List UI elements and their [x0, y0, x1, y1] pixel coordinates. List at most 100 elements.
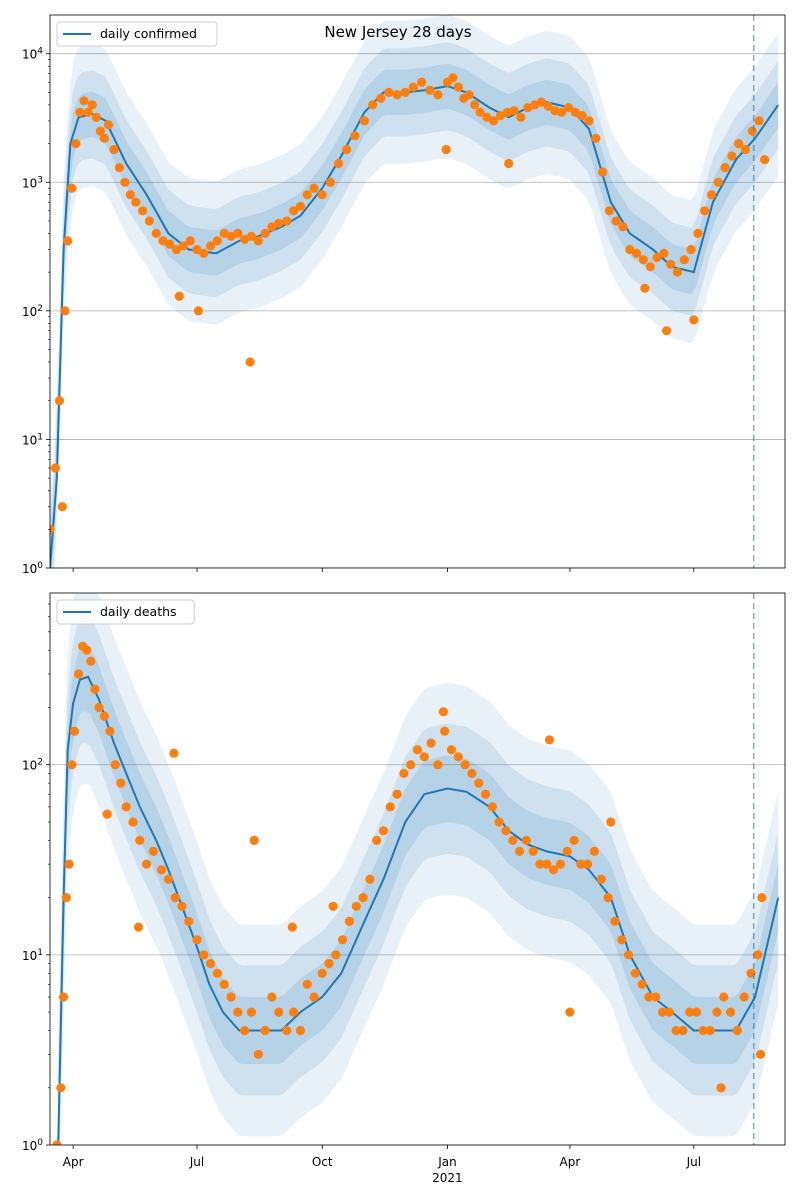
- data-point: [494, 817, 504, 827]
- data-point: [87, 100, 97, 110]
- data-point: [125, 190, 135, 200]
- x-tick-label: Jul: [189, 1155, 204, 1169]
- data-point: [240, 1025, 250, 1036]
- data-point: [732, 1025, 743, 1036]
- data-point: [598, 167, 608, 177]
- data-point: [260, 228, 270, 238]
- data-point: [334, 158, 344, 169]
- data-point: [618, 222, 628, 232]
- data-point: [246, 231, 256, 241]
- data-point: [60, 306, 70, 316]
- y-tick-label: 102: [22, 304, 43, 319]
- data-point: [482, 112, 492, 122]
- data-point: [144, 216, 154, 226]
- data-point: [142, 859, 152, 869]
- data-point: [753, 950, 763, 960]
- series-line: [50, 85, 780, 568]
- data-point: [302, 979, 312, 989]
- data-point: [135, 835, 145, 846]
- uncertainty-band: [58, 593, 779, 1145]
- data-point: [219, 979, 229, 989]
- daily-deaths-panel: 100 101 102 Apr Jul Oct Jan 2021 Apr Jul daily dea…: [22, 592, 786, 1185]
- data-point: [328, 901, 338, 911]
- data-point: [74, 669, 84, 679]
- data-point: [543, 101, 553, 111]
- x-tick-sublabel: 2021: [432, 1171, 463, 1185]
- legend-box: [56, 21, 218, 47]
- x-tick-label: Apr: [560, 1155, 581, 1169]
- data-point: [755, 1049, 766, 1059]
- data-point: [295, 201, 305, 211]
- data-point: [705, 1025, 715, 1036]
- legend: daily deaths: [56, 599, 195, 625]
- y-tick-label: 101: [22, 948, 43, 963]
- x-tick-label: Oct: [312, 1155, 333, 1169]
- data-point: [495, 111, 506, 121]
- data-point: [470, 100, 480, 110]
- data-point: [172, 244, 182, 255]
- data-point: [440, 726, 450, 736]
- data-point: [508, 835, 518, 846]
- data-point: [52, 1140, 62, 1145]
- data-point: [331, 950, 341, 960]
- data-point: [344, 916, 354, 927]
- data-point: [99, 711, 109, 721]
- data-point: [170, 893, 180, 903]
- data-point: [441, 144, 451, 155]
- data-point: [128, 817, 138, 827]
- data-point: [564, 103, 574, 113]
- data-point: [544, 735, 555, 745]
- data-point: [260, 1025, 270, 1036]
- data-point: [116, 778, 126, 788]
- data-point: [691, 1007, 702, 1017]
- data-point: [433, 760, 443, 770]
- data-point: [365, 874, 375, 884]
- data-point: [570, 107, 581, 117]
- data-point: [359, 116, 369, 126]
- data-point: [679, 255, 689, 265]
- data-point: [644, 992, 654, 1002]
- data-point: [193, 306, 203, 316]
- data-point: [504, 158, 514, 169]
- x-tick-label: Apr: [63, 1155, 84, 1169]
- data-point: [64, 859, 74, 869]
- data-point: [267, 222, 277, 232]
- data-point: [274, 1007, 284, 1017]
- data-point: [385, 802, 395, 812]
- data-point: [90, 684, 100, 694]
- data-point: [157, 865, 167, 875]
- data-point: [233, 228, 243, 238]
- data-point: [453, 752, 463, 762]
- data-point: [716, 1083, 726, 1093]
- plot-area: [50, 15, 785, 568]
- data-point: [453, 82, 463, 92]
- data-point: [192, 935, 202, 945]
- data-point: [91, 112, 101, 122]
- data-point: [576, 859, 586, 869]
- data-point: [121, 802, 131, 812]
- data-point: [289, 206, 299, 216]
- y-tick-label: 104: [22, 47, 43, 62]
- data-point: [460, 760, 470, 770]
- data-point: [50, 524, 55, 534]
- data-point: [102, 809, 112, 819]
- data-point: [372, 835, 382, 846]
- data-point: [726, 1007, 736, 1017]
- data-point: [317, 968, 327, 978]
- data-point: [75, 107, 85, 117]
- data-point: [603, 893, 613, 903]
- data-point: [67, 183, 77, 193]
- data-point: [516, 112, 526, 122]
- legend-label: daily deaths: [100, 604, 177, 619]
- legend-label: daily confirmed: [100, 26, 197, 41]
- data-point: [549, 865, 559, 875]
- plot-area: [50, 593, 785, 1145]
- data-point: [376, 93, 386, 103]
- data-point: [133, 922, 144, 932]
- data-point: [739, 992, 749, 1002]
- data-point: [358, 893, 368, 903]
- data-point: [481, 789, 491, 799]
- axes-frame: [49, 14, 786, 569]
- data-point: [67, 760, 77, 770]
- data-point: [399, 768, 409, 779]
